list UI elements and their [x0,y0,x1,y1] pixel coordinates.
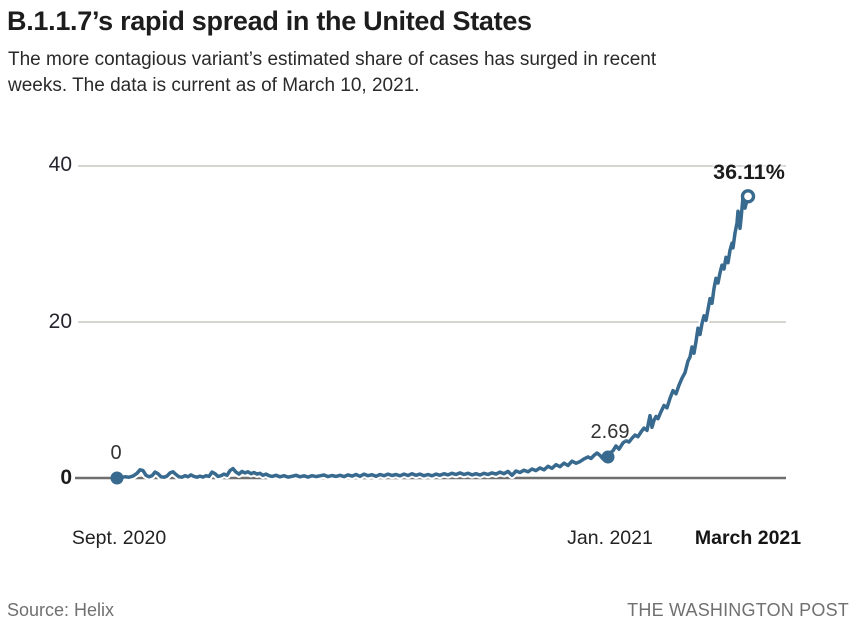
start-dot [110,471,124,485]
chart-title: B.1.1.7’s rapid spread in the United Sta… [7,6,532,36]
source-attribution: Source: Helix [7,600,115,620]
annotation-jan-value: 2.69 [590,421,630,443]
publisher-credit: THE WASHINGTON POST [627,600,849,620]
x-axis-tick-march-2021: March 2021 [694,527,802,549]
y-axis-tick-40: 40 [48,153,72,176]
annotation-start-value: 0 [110,442,122,464]
annotation-latest-value: 36.11% [713,160,785,184]
jan-dot [601,450,615,464]
y-axis-tick-20: 20 [48,310,72,333]
x-axis-tick-sept-2020: Sept. 2020 [71,527,167,549]
end-open-circle [740,189,756,204]
y-axis-tick-0: 0 [60,466,72,489]
x-axis-tick-jan-2021: Jan. 2021 [567,527,653,549]
trend-line [115,194,750,480]
chart-subtitle: The more contagious variant’s estimated … [8,49,657,96]
trend-line-casing [113,192,752,482]
